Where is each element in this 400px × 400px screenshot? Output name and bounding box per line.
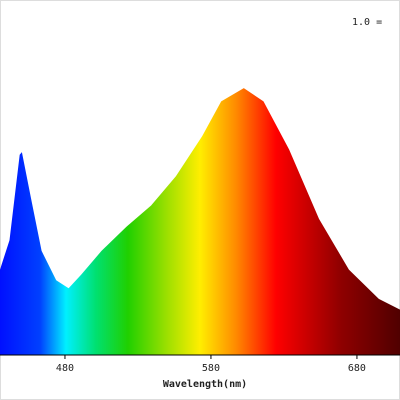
spectrum-area: [0, 88, 400, 355]
x-axis-label: Wavelength(nm): [163, 379, 247, 390]
x-tick-label: 680: [348, 363, 366, 374]
annotation: 1.0 =: [352, 17, 382, 28]
x-tick-label: 580: [202, 363, 220, 374]
x-tick-label: 480: [56, 363, 74, 374]
